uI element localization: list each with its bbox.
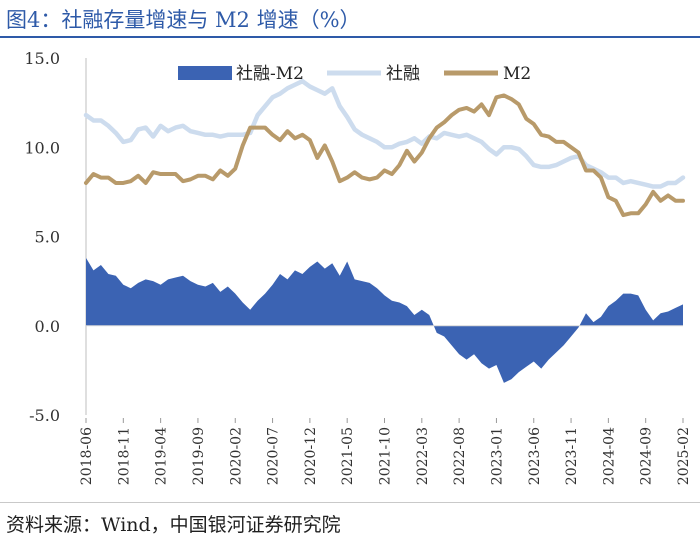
footer-rule <box>0 502 700 503</box>
x-tick-label: 2021-10 <box>378 427 394 485</box>
y-axis: 15.0 10.0 5.0 0.0 -5.0 <box>24 49 87 425</box>
series-line-m2 <box>84 93 685 218</box>
x-tick-label: 2022-08 <box>452 427 468 485</box>
legend: 社融-M2 社融 M2 <box>178 64 531 84</box>
source-note: 资料来源：Wind，中国银河证券研究院 <box>6 514 341 536</box>
x-tick-label: 2021-05 <box>340 427 356 485</box>
legend-swatch-tsf-minus-m2 <box>178 66 232 80</box>
x-tick-label: 2020-07 <box>266 427 282 485</box>
series-area-tsf-minus-m2 <box>86 257 683 383</box>
x-tick-label: 2018-06 <box>79 427 95 485</box>
x-tick-label: 2023-11 <box>564 427 580 485</box>
x-tick-label: 2024-04 <box>601 427 617 485</box>
chart-title: 图4：社融存量增速与 M2 增速（%） <box>6 8 361 32</box>
legend-label-tsf: 社融 <box>386 64 420 84</box>
x-tick-label: 2019-04 <box>154 427 170 485</box>
x-tick-label: 2025-02 <box>676 427 692 485</box>
x-tick-label: 2019-09 <box>191 427 207 485</box>
spread-area-layer <box>86 257 683 383</box>
line-layer <box>83 78 686 218</box>
legend-label-tsf-minus-m2: 社融-M2 <box>236 64 304 84</box>
x-tick-label: 2018-11 <box>116 427 132 485</box>
y-tick-label: 10.0 <box>24 138 60 157</box>
title-rule <box>0 36 700 38</box>
y-tick-label: -5.0 <box>29 406 60 425</box>
y-tick-label: 15.0 <box>24 49 60 68</box>
x-tick-label: 2023-01 <box>489 427 505 485</box>
y-tick-label: 5.0 <box>35 228 60 247</box>
y-tick-label: 0.0 <box>35 317 60 336</box>
x-tick-label: 2020-02 <box>228 427 244 485</box>
x-tick-label: 2024-09 <box>639 427 655 485</box>
legend-label-m2: M2 <box>503 64 531 84</box>
chart: 15.0 10.0 5.0 0.0 -5.0 2018-06 2018-11 2019-04… <box>24 49 692 485</box>
x-axis: 2018-06 2018-11 2019-04 2019-09 2020-02 2020-… <box>79 418 692 485</box>
x-tick-label: 2023-06 <box>527 427 543 485</box>
x-tick-label: 2022-03 <box>415 427 431 485</box>
x-tick-label: 2020-12 <box>303 427 319 485</box>
